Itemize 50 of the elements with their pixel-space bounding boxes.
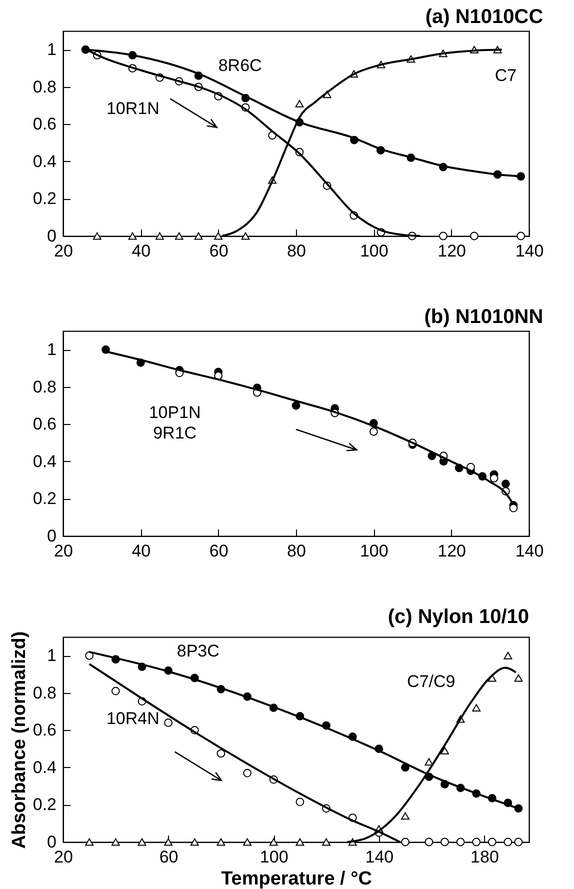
y-tick-label: 0.4	[32, 452, 56, 471]
x-tick-label: 20	[54, 848, 73, 866]
x-tick-label: 60	[159, 848, 178, 866]
y-tick-label: 0.6	[32, 720, 56, 740]
x-tick-label: 80	[287, 542, 306, 560]
y-tick-label: 0.4	[32, 152, 56, 171]
x-tick-label: 120	[438, 242, 466, 260]
y-tick-label: 0	[47, 526, 56, 546]
x-tick-label: 100	[360, 542, 388, 560]
y-tick-label: 0.2	[32, 489, 56, 508]
y-tick-label: 1	[47, 340, 56, 360]
chart-title: (a) N1010CC	[425, 6, 544, 28]
y-tick-label: 0.2	[32, 795, 56, 814]
series-label: 10R4N	[106, 709, 160, 728]
y-tick-label: 0	[47, 832, 56, 852]
x-tick-label: 20	[54, 542, 73, 560]
series-label: C7	[494, 66, 517, 86]
chart-title: (c) Nylon 10/10	[388, 606, 529, 628]
chart-title: (b) N1010NN	[424, 306, 544, 328]
x-tick-label: 20	[54, 242, 73, 260]
x-tick-label: 140	[515, 242, 544, 260]
y-tick-label: 0.2	[32, 189, 56, 208]
y-tick-label: 1	[47, 40, 56, 60]
x-tick-label: 100	[360, 242, 388, 260]
y-tick-label: 0.8	[32, 77, 56, 96]
x-tick-label: 40	[132, 242, 151, 260]
y-tick-label: 0.4	[32, 758, 56, 777]
x-tick-label: 60	[209, 242, 228, 260]
x-tick-label: 140	[365, 848, 394, 866]
series-label: C7/C9	[407, 672, 456, 692]
x-tick-label: 80	[287, 242, 306, 260]
x-axis-title: Temperature / °C	[221, 868, 372, 889]
x-tick-label: 40	[132, 542, 151, 560]
x-tick-label: 60	[209, 542, 228, 560]
y-tick-label: 0.8	[32, 683, 56, 702]
x-tick-label: 140	[515, 542, 544, 560]
y-tick-label: 0.6	[32, 114, 56, 134]
y-tick-label: 0.6	[32, 414, 56, 434]
x-tick-label: 120	[438, 542, 466, 560]
y-tick-label: 0.8	[32, 377, 56, 396]
annotation: 10P1N	[148, 403, 201, 422]
y-tick-label: 0	[47, 226, 56, 246]
x-tick-label: 180	[470, 848, 499, 866]
series-label: 8R6C	[218, 56, 262, 75]
series-label: 8P3C	[176, 641, 220, 660]
y-tick-label: 1	[47, 646, 56, 666]
y-axis-title: Absorbance (normalizd)	[8, 631, 30, 849]
annotation: 9R1C	[153, 424, 197, 442]
x-tick-label: 100	[260, 848, 288, 866]
legend-label: 10R1N	[106, 98, 160, 118]
